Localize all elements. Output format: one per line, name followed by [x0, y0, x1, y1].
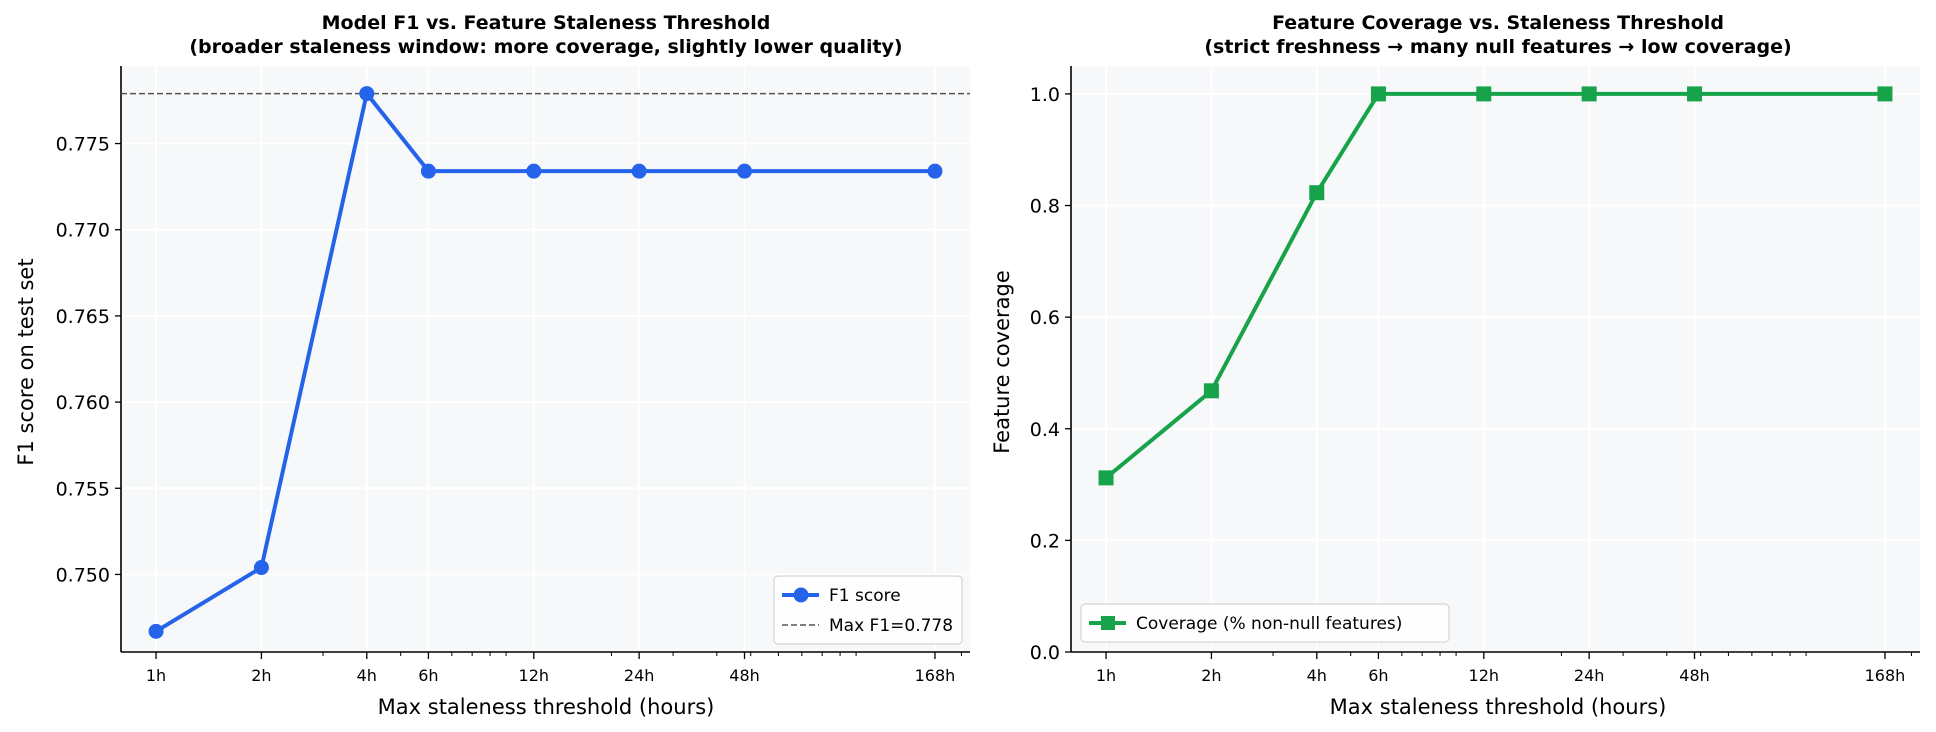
- coverage-ytick-label: 0.2: [1030, 530, 1060, 552]
- f1-series-line: [155, 91, 935, 634]
- f1-chart-title-line1: Model F1 vs. Feature Staleness Threshold: [322, 12, 771, 34]
- coverage-xtick-label: 168h: [1865, 666, 1906, 685]
- f1-xtick-label: 12h: [519, 666, 550, 685]
- coverage-legend-marker: [1101, 616, 1115, 630]
- coverage-plot-layer: 0.0 0.2 0.4 0.6 0.8 1.0 1h 2h 4h 6h 12h 24h 48h 168h C…: [1030, 66, 1920, 685]
- coverage-data-point: [1098, 470, 1114, 486]
- f1-xtick-label: 48h: [729, 666, 760, 685]
- coverage-legend-box: [1080, 603, 1450, 643]
- f1-legend-box: [773, 575, 963, 645]
- coverage-xtick-label: 2h: [1201, 666, 1221, 685]
- coverage-chart-xlabel: Max staleness threshold (hours): [1330, 695, 1667, 719]
- f1-plot-layer: 0.750 0.755 0.760 0.765 0.770 0.775 1h 2h 4h 6h 12…: [56, 66, 970, 685]
- coverage-data-point: [1476, 86, 1492, 102]
- f1-ytick-label: 0.775: [56, 134, 110, 156]
- coverage-ytick-label: 1.0: [1030, 84, 1060, 106]
- f1-ytick-label: 0.760: [56, 392, 110, 414]
- f1-data-point: [253, 560, 269, 576]
- f1-data-point: [737, 163, 753, 179]
- coverage-data-point: [1203, 383, 1219, 399]
- f1-legend-label: F1 score: [829, 586, 901, 606]
- coverage-xtick-label: 1h: [1096, 666, 1116, 685]
- coverage-legend: Coverage (% non-null features): [1080, 603, 1450, 643]
- f1-ytick-label: 0.770: [56, 220, 110, 242]
- f1-chart: 0.750 0.755 0.760 0.765 0.770 0.775 1h 2h 4h 6h 12…: [14, 12, 970, 719]
- coverage-data-point: [1687, 86, 1703, 102]
- coverage-ytick-label: 0.8: [1030, 196, 1060, 218]
- f1-chart-title-line2: (broader staleness window: more coverage…: [189, 36, 902, 58]
- f1-xtick-label: 6h: [418, 666, 438, 685]
- coverage-ytick-label: 0.0: [1030, 642, 1060, 664]
- coverage-ytick-label: 0.6: [1030, 307, 1060, 329]
- coverage-data-point: [1877, 86, 1893, 102]
- coverage-data-point: [1370, 86, 1386, 102]
- coverage-data-point: [1581, 86, 1597, 102]
- f1-plot-area: [121, 66, 970, 652]
- f1-xtick-label: 24h: [624, 666, 655, 685]
- f1-data-point: [148, 623, 164, 639]
- f1-xtick-label: 1h: [146, 666, 166, 685]
- f1-chart-ylabel: F1 score on test set: [14, 258, 38, 465]
- f1-data-point: [526, 163, 542, 179]
- f1-xtick-label: 2h: [251, 666, 271, 685]
- coverage-plot-area: [1071, 66, 1920, 652]
- f1-legend-label: Max F1=0.778: [829, 616, 953, 636]
- coverage-chart: 0.0 0.2 0.4 0.6 0.8 1.0 1h 2h 4h 6h 12h 24h 48h 168h C…: [990, 12, 1920, 719]
- f1-data-point: [927, 163, 943, 179]
- coverage-xtick-label: 12h: [1469, 666, 1500, 685]
- f1-xtick-label: 4h: [357, 666, 377, 685]
- coverage-ytick-label: 0.4: [1030, 419, 1060, 441]
- f1-ytick-label: 0.750: [56, 564, 110, 586]
- f1-data-point: [359, 86, 375, 102]
- coverage-legend-label: Coverage (% non-null features): [1136, 614, 1402, 634]
- f1-ytick-label: 0.765: [56, 306, 110, 328]
- coverage-xtick-label: 4h: [1307, 666, 1327, 685]
- f1-legend: F1 score Max F1=0.778: [773, 575, 963, 645]
- coverage-chart-title-line1: Feature Coverage vs. Staleness Threshold: [1272, 12, 1724, 34]
- coverage-chart-title-line2: (strict freshness → many null features →…: [1204, 36, 1791, 58]
- f1-xtick-label: 168h: [915, 666, 956, 685]
- f1-data-point: [631, 163, 647, 179]
- coverage-xtick-label: 24h: [1574, 666, 1605, 685]
- coverage-series-line: [1104, 91, 1885, 480]
- f1-ytick-label: 0.755: [56, 478, 110, 500]
- f1-legend-marker: [793, 587, 809, 603]
- f1-data-point: [420, 163, 436, 179]
- coverage-xtick-label: 48h: [1679, 666, 1710, 685]
- coverage-chart-ylabel: Feature coverage: [990, 270, 1014, 454]
- coverage-data-point: [1309, 185, 1325, 201]
- coverage-xtick-label: 6h: [1368, 666, 1388, 685]
- f1-chart-xlabel: Max staleness threshold (hours): [378, 695, 715, 719]
